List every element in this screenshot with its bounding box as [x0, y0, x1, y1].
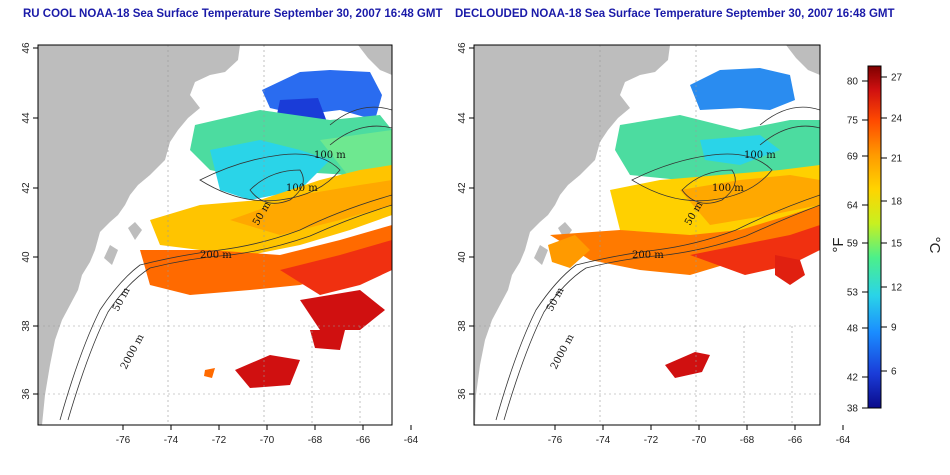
left-map-axes: -76 -74 -72 -70 -68 -66 -64 36 38 40 42 44 46	[21, 42, 419, 446]
contour-label: 100 m	[744, 150, 776, 161]
celsius-tick-label: 9	[891, 323, 897, 334]
fahrenheit-tick-label: 64	[847, 201, 859, 212]
y-tick-label: 42	[21, 182, 32, 194]
y-tick-label: 42	[457, 182, 468, 194]
celsius-tick-label: 12	[891, 283, 903, 294]
y-tick-label: 36	[457, 388, 468, 400]
y-tick-label: 44	[457, 112, 468, 124]
x-tick-label: -72	[212, 435, 227, 446]
fahrenheit-tick-label: 53	[847, 288, 859, 299]
celsius-tick-label: 27	[891, 73, 903, 84]
x-tick-label: -66	[788, 435, 803, 446]
celsius-tick-label: 24	[891, 114, 903, 125]
y-tick-label: 46	[457, 42, 468, 54]
y-tick-label: 36	[21, 388, 32, 400]
x-tick-label: -70	[692, 435, 707, 446]
x-tick-label: -76	[548, 435, 563, 446]
fahrenheit-tick-label: 38	[847, 404, 859, 415]
fahrenheit-tick-label: 80	[847, 77, 859, 88]
fahrenheit-label: °F	[830, 237, 847, 252]
x-tick-label: -74	[596, 435, 611, 446]
colorbar: 80 75 69 64 59 53 48 42 38 27 24 21 18 15 12 9 6 °F °C	[830, 65, 943, 415]
y-tick-label: 40	[457, 251, 468, 263]
y-tick-label: 40	[21, 251, 32, 263]
x-tick-label: -76	[116, 435, 131, 446]
celsius-tick-label: 6	[891, 367, 897, 378]
x-tick-label: -64	[404, 435, 419, 446]
x-tick-label: -64	[836, 435, 851, 446]
x-tick-label: -66	[356, 435, 371, 446]
celsius-tick-label: 21	[891, 154, 903, 165]
x-tick-label: -74	[164, 435, 179, 446]
celsius-tick-label: 15	[891, 239, 903, 250]
fahrenheit-tick-label: 59	[847, 239, 859, 250]
left-map: 100 m 100 m 50 m 200 m 50 m 2000 m -76 -7…	[21, 42, 419, 446]
land-right	[474, 45, 670, 425]
contour-label: 100 m	[712, 183, 744, 194]
celsius-tick-label: 18	[891, 197, 903, 208]
fahrenheit-tick-label: 48	[847, 324, 859, 335]
x-tick-label: -68	[740, 435, 755, 446]
contour-label: 100 m	[314, 150, 346, 161]
y-tick-label: 38	[457, 320, 468, 332]
fahrenheit-tick-label: 69	[847, 152, 859, 163]
contour-label: 100 m	[286, 183, 318, 194]
fahrenheit-tick-label: 75	[847, 116, 859, 127]
fahrenheit-tick-label: 42	[847, 373, 859, 384]
x-tick-label: -68	[308, 435, 323, 446]
contour-label: 200 m	[200, 250, 232, 261]
celsius-label: °C	[926, 237, 943, 254]
x-tick-label: -72	[644, 435, 659, 446]
y-tick-label: 46	[21, 42, 32, 54]
right-map: 100 m 100 m 50 m 200 m 50 m 2000 m -76 -7…	[457, 42, 851, 446]
colorbar-ticks: 80 75 69 64 59 53 48 42 38 27 24 21 18 15 12 9 6	[847, 73, 903, 415]
x-tick-label: -70	[260, 435, 275, 446]
right-map-axes: -76 -74 -72 -70 -68 -66 -64 36 38 40 42 44 46	[457, 42, 851, 446]
left-map-title: RU COOL NOAA-18 Sea Surface Temperature …	[23, 8, 443, 20]
land-left	[38, 45, 240, 425]
y-tick-label: 38	[21, 320, 32, 332]
right-map-title: DECLOUDED NOAA-18 Sea Surface Temperatur…	[455, 8, 895, 20]
y-tick-label: 44	[21, 112, 32, 124]
contour-label: 200 m	[632, 250, 664, 261]
colorbar-gradient	[867, 65, 882, 409]
